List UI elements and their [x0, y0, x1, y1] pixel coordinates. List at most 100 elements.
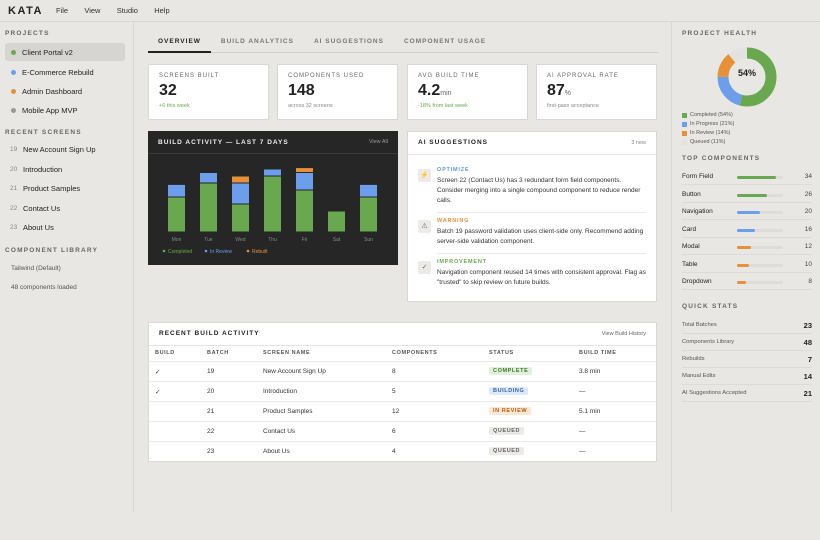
build-activity-title: BUILD ACTIVITY — LAST 7 DAYS: [158, 139, 289, 146]
menu-view[interactable]: View: [84, 6, 101, 15]
stat-value-row: 32: [159, 82, 258, 100]
app-logo: KATA: [8, 4, 43, 17]
project-item-admin-dashboard[interactable]: Admin Dashboard: [5, 82, 125, 100]
menu-help[interactable]: Help: [154, 6, 170, 15]
table-row[interactable]: 22 Contact Us 6 QUEUED —: [149, 421, 656, 441]
legend-dot: [246, 249, 250, 253]
status-badge: IN REVIEW: [489, 407, 532, 415]
screen-name-cell: New Account Sign Up: [263, 368, 326, 375]
table-row[interactable]: ✓ 19 New Account Sign Up 8 COMPLETE 3.8 min: [149, 361, 656, 381]
top-bar: KATA File View Studio Help: [0, 0, 820, 22]
bar-in-review-fri: [296, 173, 313, 190]
component-row-button[interactable]: Button 26: [682, 189, 812, 203]
component-count: 12: [804, 243, 812, 250]
project-status-dot: [11, 88, 16, 94]
component-row-table[interactable]: Table 10: [682, 259, 812, 273]
legend-label-rebuilt: Rebuilt: [252, 249, 268, 255]
component-name: Navigation: [682, 208, 713, 215]
column-header-status[interactable]: STATUS: [489, 350, 514, 356]
stat-value: 32: [159, 82, 177, 99]
stat-value: 87: [547, 82, 565, 99]
component-row-dropdown[interactable]: Dropdown 8: [682, 276, 812, 290]
screen-name-cell: Introduction: [263, 388, 297, 395]
stat-card-ai-approval-rate: AI APPROVAL RATE 87% first-pass acceptance: [536, 64, 657, 120]
stat-card-screens-built: SCREENS BUILT 32 +6 this week: [148, 64, 269, 120]
tab-ai-suggestions[interactable]: AI SUGGESTIONS: [313, 38, 384, 45]
tab-overview[interactable]: OVERVIEW: [148, 37, 211, 53]
x-tick-label: Thu: [268, 237, 277, 243]
project-label: Admin Dashboard: [22, 86, 83, 96]
stat-label: AVG BUILD TIME: [418, 73, 480, 79]
bar-completed-fri: [296, 190, 313, 232]
recent-screen-introduction[interactable]: 20 Introduction: [10, 165, 62, 174]
lightning-icon: ⚡: [418, 169, 431, 182]
status-badge: QUEUED: [489, 447, 525, 455]
build-time-cell: 3.8 min: [579, 368, 601, 375]
quick-stat-label: Components Library: [682, 339, 735, 345]
view-build-history-link[interactable]: View Build History: [601, 331, 646, 337]
tab-build-analytics[interactable]: BUILD ANALYTICS: [220, 38, 294, 45]
project-item-client-portal-v2[interactable]: Client Portal v2: [5, 43, 125, 61]
library-name[interactable]: Tailwind (Default): [11, 265, 61, 272]
column-header-components[interactable]: COMPONENTS: [392, 350, 438, 356]
legend-dot: [162, 249, 166, 253]
recent-build-panel: RECENT BUILD ACTIVITY View Build History…: [148, 322, 657, 462]
legend-swatch: [682, 130, 687, 136]
column-header-build[interactable]: BUILD: [155, 350, 175, 356]
legend-label: Queued (11%): [690, 139, 726, 145]
divider: [437, 212, 646, 213]
quick-stat-value: 23: [803, 321, 812, 330]
build-time-cell: —: [579, 388, 586, 395]
component-count: 26: [804, 190, 812, 198]
stat-subtext: +6 this week: [159, 103, 190, 109]
menu-file[interactable]: File: [56, 6, 69, 15]
project-status-dot: [11, 69, 16, 75]
ai-suggestions-count: 3 new: [631, 140, 646, 146]
recent-screen-contact-us[interactable]: 22 Contact Us: [10, 204, 60, 213]
legend-swatch: [682, 121, 687, 127]
stat-value-row: 148: [288, 82, 387, 100]
stat-value-row: 4.2min: [418, 82, 517, 100]
table-row[interactable]: ✓ 20 Introduction 5 BUILDING —: [149, 381, 656, 401]
status-badge: QUEUED: [489, 427, 525, 435]
build-activity-chart: Mon Tue Wed Thu Fri Sat Sun Completed In Review R…: [162, 168, 377, 255]
components-cell: 8: [392, 368, 396, 375]
column-header-build-time[interactable]: BUILD TIME: [579, 350, 617, 356]
component-row-navigation[interactable]: Navigation 20: [682, 206, 812, 220]
stat-value: 148: [288, 82, 315, 99]
table-row[interactable]: 23 About Us 4 QUEUED —: [149, 441, 656, 461]
bar-completed-thu: [264, 176, 281, 232]
project-health-heading: PROJECT HEALTH: [682, 30, 758, 37]
batch-cell: 21: [207, 408, 215, 415]
library-status: 48 components loaded: [11, 284, 77, 291]
x-tick-label: Tue: [204, 237, 213, 243]
tab-component-usage[interactable]: COMPONENT USAGE: [403, 38, 487, 45]
recent-screen-about-us[interactable]: 23 About Us: [10, 223, 54, 232]
component-row-card[interactable]: Card 16: [682, 224, 812, 238]
recent-screen-product-samples[interactable]: 21 Product Samples: [10, 184, 80, 193]
project-item-e-commerce-rebuild[interactable]: E-Commerce Rebuild: [5, 63, 125, 81]
column-header-batch[interactable]: BATCH: [207, 350, 229, 356]
project-item-mobile-app-mvp[interactable]: Mobile App MVP: [5, 101, 125, 119]
quick-stat-label: Total Batches: [682, 322, 717, 328]
health-legend-item: Completed (54%): [682, 112, 733, 118]
components-cell: 6: [392, 428, 396, 435]
menu-studio[interactable]: Studio: [116, 6, 138, 15]
x-tick-label: Mon: [172, 237, 182, 243]
quick-stat-ai-suggestions-accepted: AI Suggestions Accepted 21: [682, 386, 812, 402]
stat-subtext: across 32 screens: [288, 103, 333, 109]
screen-label: Introduction: [23, 165, 63, 174]
column-header-screen-name[interactable]: SCREEN NAME: [263, 350, 311, 356]
ai-suggestion-type: OPTIMIZE: [437, 167, 470, 173]
view-all-link[interactable]: View All: [368, 139, 388, 145]
table-row[interactable]: 21 Product Samples 12 IN REVIEW 5.1 min: [149, 401, 656, 421]
left-sidebar: PROJECTS Client Portal v2 E-Commerce Rebu…: [0, 22, 134, 512]
legend-label: In Progress (21%): [690, 121, 735, 127]
component-name: Dropdown: [682, 278, 712, 285]
component-row-form-field[interactable]: Form Field 34: [682, 171, 812, 185]
recent-screen-new-account-sign-up[interactable]: 19 New Account Sign Up: [10, 145, 96, 154]
component-row-modal[interactable]: Modal 12: [682, 241, 812, 255]
component-count: 34: [804, 173, 812, 180]
donut-segment-in-progress: [717, 47, 777, 107]
right-panel: PROJECT HEALTH 54% Completed (54%) In Pro…: [671, 22, 820, 512]
